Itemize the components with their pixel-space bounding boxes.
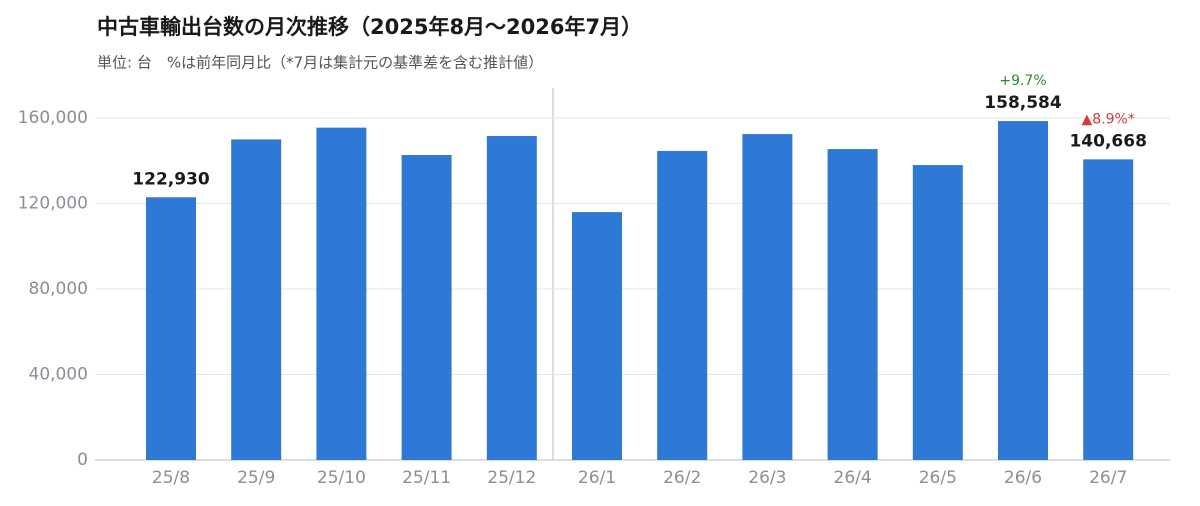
chart-subtitle: 単位: 台 %は前年同月比（*7月は集計元の基準差を含む推計値） [97, 54, 543, 72]
x-tick-label: 26/4 [834, 468, 872, 488]
bar [998, 121, 1048, 460]
x-tick-label: 26/6 [1004, 468, 1042, 488]
chart-title: 中古車輸出台数の月次推移（2025年8月～2026年7月） [97, 15, 642, 39]
x-tick-label: 26/3 [748, 468, 786, 488]
x-tick-label: 26/7 [1089, 468, 1127, 488]
y-tick-label: 120,000 [18, 194, 88, 214]
bar [657, 150, 708, 460]
x-tick-label: 25/11 [402, 468, 451, 488]
x-tick-label: 25/10 [317, 468, 366, 488]
x-tick-label: 25/8 [152, 468, 190, 488]
annotation: ▲8.9%* [1082, 111, 1135, 127]
bar [912, 165, 963, 460]
x-tick-label: 26/1 [578, 468, 616, 488]
bar [572, 212, 622, 460]
value-label: 140,668 [1069, 131, 1146, 151]
x-tick-label: 25/9 [237, 468, 275, 488]
y-tick-label: 0 [77, 450, 88, 470]
annotation: +9.7% [999, 73, 1046, 89]
bar [827, 149, 878, 460]
x-tick-label: 26/5 [919, 468, 957, 488]
bar [1083, 159, 1134, 461]
bar [401, 155, 452, 460]
x-tick-label: 25/12 [487, 468, 536, 488]
y-tick-label: 160,000 [18, 108, 88, 128]
bar [231, 139, 282, 460]
bar [742, 134, 793, 461]
y-tick-label: 40,000 [29, 365, 88, 385]
value-label: 122,930 [132, 169, 210, 189]
value-label: 158,584 [984, 93, 1062, 113]
y-tick-label: 80,000 [29, 279, 88, 299]
bar [486, 136, 537, 460]
bar [146, 197, 196, 461]
x-tick-label: 26/2 [663, 468, 701, 488]
bar [316, 127, 367, 460]
